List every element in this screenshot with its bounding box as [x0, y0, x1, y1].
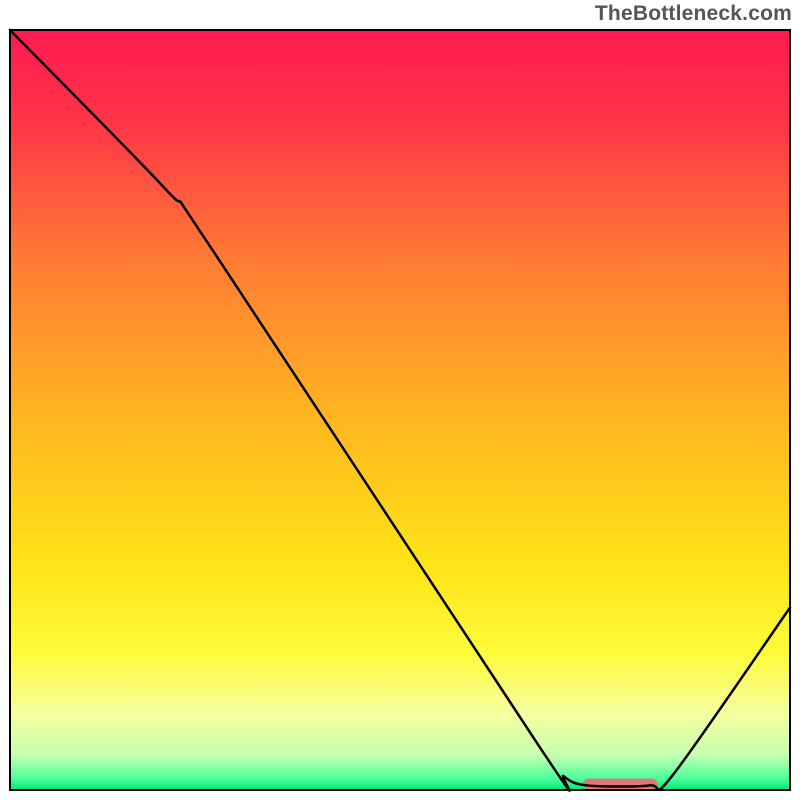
bottleneck-chart: TheBottleneck.com [0, 0, 800, 800]
chart-svg [0, 0, 800, 800]
watermark-text: TheBottleneck.com [595, 2, 792, 26]
plot-background [10, 30, 790, 790]
